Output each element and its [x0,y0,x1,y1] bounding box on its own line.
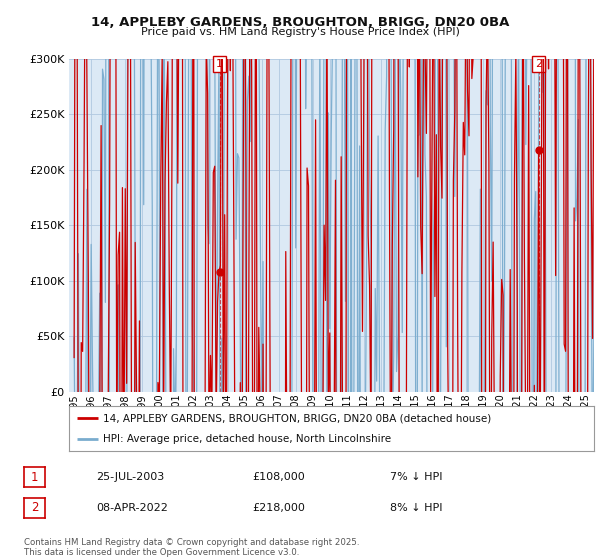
Text: 14, APPLEBY GARDENS, BROUGHTON, BRIGG, DN20 0BA: 14, APPLEBY GARDENS, BROUGHTON, BRIGG, D… [91,16,509,29]
Text: 2: 2 [31,501,38,515]
Text: 14, APPLEBY GARDENS, BROUGHTON, BRIGG, DN20 0BA (detached house): 14, APPLEBY GARDENS, BROUGHTON, BRIGG, D… [103,413,491,423]
Text: 2: 2 [535,59,542,69]
Text: HPI: Average price, detached house, North Lincolnshire: HPI: Average price, detached house, Nort… [103,433,391,444]
Text: £108,000: £108,000 [252,472,305,482]
Text: Contains HM Land Registry data © Crown copyright and database right 2025.
This d: Contains HM Land Registry data © Crown c… [24,538,359,557]
Text: Price paid vs. HM Land Registry's House Price Index (HPI): Price paid vs. HM Land Registry's House … [140,27,460,37]
Text: 7% ↓ HPI: 7% ↓ HPI [390,472,443,482]
Text: 1: 1 [216,59,223,69]
Text: 25-JUL-2003: 25-JUL-2003 [96,472,164,482]
Text: 8% ↓ HPI: 8% ↓ HPI [390,503,443,513]
Text: 1: 1 [31,470,38,484]
Text: 08-APR-2022: 08-APR-2022 [96,503,168,513]
Text: £218,000: £218,000 [252,503,305,513]
